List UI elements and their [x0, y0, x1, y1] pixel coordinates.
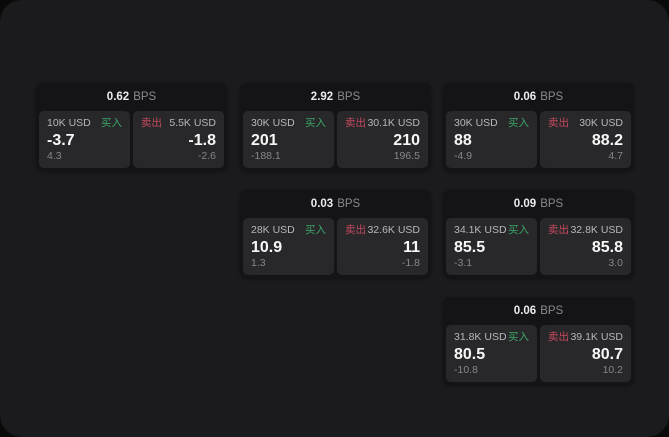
sell-price: 80.7 [591, 345, 623, 363]
bps-value: 0.06 [513, 91, 537, 103]
sell-size: 30K USD [579, 117, 623, 129]
sell-size: 5.5K USD [169, 117, 216, 129]
buy-delta: -10.8 [454, 364, 478, 376]
bps-unit-label: BPS [540, 198, 564, 210]
sell-side-label: 卖出 [345, 224, 366, 236]
buy-delta: -3.1 [454, 257, 473, 269]
sell-tile[interactable]: 卖出 30.1K USD 210 196.5 [337, 111, 428, 168]
sell-side-label: 卖出 [548, 331, 569, 343]
sell-delta: 4.7 [608, 150, 623, 162]
buy-tile[interactable]: 34.1K USD 买入 85.5 -3.1 [446, 218, 537, 275]
sell-price: 11 [403, 238, 420, 256]
buy-tile[interactable]: 28K USD 买入 10.9 1.3 [243, 218, 334, 275]
buy-tile[interactable]: 30K USD 买入 201 -188.1 [243, 111, 334, 168]
buy-side-label: 买入 [305, 117, 326, 129]
quote-card-1[interactable]: 0.62 BPS 10K USD 买入 -3.7 4.3 卖出 5.5K USD… [36, 83, 227, 171]
card-header: 0.06 BPS [443, 297, 634, 325]
quote-card-3[interactable]: 0.06 BPS 30K USD 买入 88 -4.9 卖出 30K USD 8… [443, 83, 634, 171]
buy-side-label: 买入 [508, 331, 529, 343]
sell-price: -1.8 [188, 131, 216, 149]
sell-tile[interactable]: 卖出 32.6K USD 11 -1.8 [337, 218, 428, 275]
sell-side-label: 卖出 [548, 117, 569, 129]
card-header: 0.06 BPS [443, 83, 634, 111]
card-header: 0.03 BPS [240, 190, 431, 218]
quote-card-4[interactable]: 0.03 BPS 28K USD 买入 10.9 1.3 卖出 32.6K US… [240, 190, 431, 278]
buy-price: 201 [251, 131, 278, 149]
buy-side-label: 买入 [508, 117, 529, 129]
buy-price: 85.5 [454, 238, 486, 256]
quote-card-5[interactable]: 0.09 BPS 34.1K USD 买入 85.5 -3.1 卖出 32.8K… [443, 190, 634, 278]
sell-side-label: 卖出 [141, 117, 162, 129]
sell-size: 32.8K USD [570, 224, 623, 236]
sell-delta: -2.6 [197, 150, 216, 162]
buy-delta: 4.3 [47, 150, 62, 162]
bps-unit-label: BPS [540, 91, 564, 103]
buy-delta: -4.9 [454, 150, 473, 162]
buy-size: 10K USD [47, 117, 91, 129]
sell-side-label: 卖出 [548, 224, 569, 236]
bps-value: 0.03 [310, 198, 334, 210]
buy-price: 80.5 [454, 345, 486, 363]
buy-size: 34.1K USD [454, 224, 507, 236]
buy-side-label: 买入 [305, 224, 326, 236]
card-header: 2.92 BPS [240, 83, 431, 111]
buy-price: -3.7 [47, 131, 75, 149]
sell-size: 30.1K USD [367, 117, 420, 129]
bps-unit-label: BPS [540, 305, 564, 317]
buy-tile[interactable]: 10K USD 买入 -3.7 4.3 [39, 111, 130, 168]
buy-tile[interactable]: 30K USD 买入 88 -4.9 [446, 111, 537, 168]
sell-delta: 10.2 [602, 364, 623, 376]
sell-delta: 3.0 [608, 257, 623, 269]
bps-value: 0.09 [513, 198, 537, 210]
card-body: 31.8K USD 买入 80.5 -10.8 卖出 39.1K USD 80.… [443, 325, 634, 385]
quote-card-6[interactable]: 0.06 BPS 31.8K USD 买入 80.5 -10.8 卖出 39.1… [443, 297, 634, 385]
sell-price: 85.8 [591, 238, 623, 256]
card-body: 30K USD 买入 88 -4.9 卖出 30K USD 88.2 4.7 [443, 111, 634, 171]
bps-value: 0.06 [513, 305, 537, 317]
sell-size: 32.6K USD [367, 224, 420, 236]
buy-delta: -188.1 [251, 150, 281, 162]
bps-value: 2.92 [310, 91, 334, 103]
buy-side-label: 买入 [508, 224, 529, 236]
sell-side-label: 卖出 [345, 117, 366, 129]
card-body: 30K USD 买入 201 -188.1 卖出 30.1K USD 210 1… [240, 111, 431, 171]
quote-card-2[interactable]: 2.92 BPS 30K USD 买入 201 -188.1 卖出 30.1K … [240, 83, 431, 171]
buy-size: 30K USD [251, 117, 295, 129]
card-body: 34.1K USD 买入 85.5 -3.1 卖出 32.8K USD 85.8… [443, 218, 634, 278]
bps-unit-label: BPS [337, 198, 361, 210]
buy-side-label: 买入 [101, 117, 122, 129]
sell-tile[interactable]: 卖出 39.1K USD 80.7 10.2 [540, 325, 631, 382]
buy-size: 28K USD [251, 224, 295, 236]
card-body: 10K USD 买入 -3.7 4.3 卖出 5.5K USD -1.8 -2.… [36, 111, 227, 171]
buy-price: 10.9 [251, 238, 283, 256]
buy-tile[interactable]: 31.8K USD 买入 80.5 -10.8 [446, 325, 537, 382]
sell-tile[interactable]: 卖出 32.8K USD 85.8 3.0 [540, 218, 631, 275]
sell-price: 210 [393, 131, 420, 149]
card-header: 0.09 BPS [443, 190, 634, 218]
sell-tile[interactable]: 卖出 30K USD 88.2 4.7 [540, 111, 631, 168]
buy-size: 31.8K USD [454, 331, 507, 343]
sell-price: 88.2 [591, 131, 623, 149]
buy-price: 88 [454, 131, 472, 149]
card-body: 28K USD 买入 10.9 1.3 卖出 32.6K USD 11 -1.8 [240, 218, 431, 278]
bps-unit-label: BPS [133, 91, 157, 103]
bps-unit-label: BPS [337, 91, 361, 103]
sell-delta: -1.8 [401, 257, 420, 269]
sell-tile[interactable]: 卖出 5.5K USD -1.8 -2.6 [133, 111, 224, 168]
sell-delta: 196.5 [393, 150, 420, 162]
bps-value: 0.62 [106, 91, 130, 103]
buy-delta: 1.3 [251, 257, 266, 269]
buy-size: 30K USD [454, 117, 498, 129]
card-header: 0.62 BPS [36, 83, 227, 111]
sell-size: 39.1K USD [570, 331, 623, 343]
